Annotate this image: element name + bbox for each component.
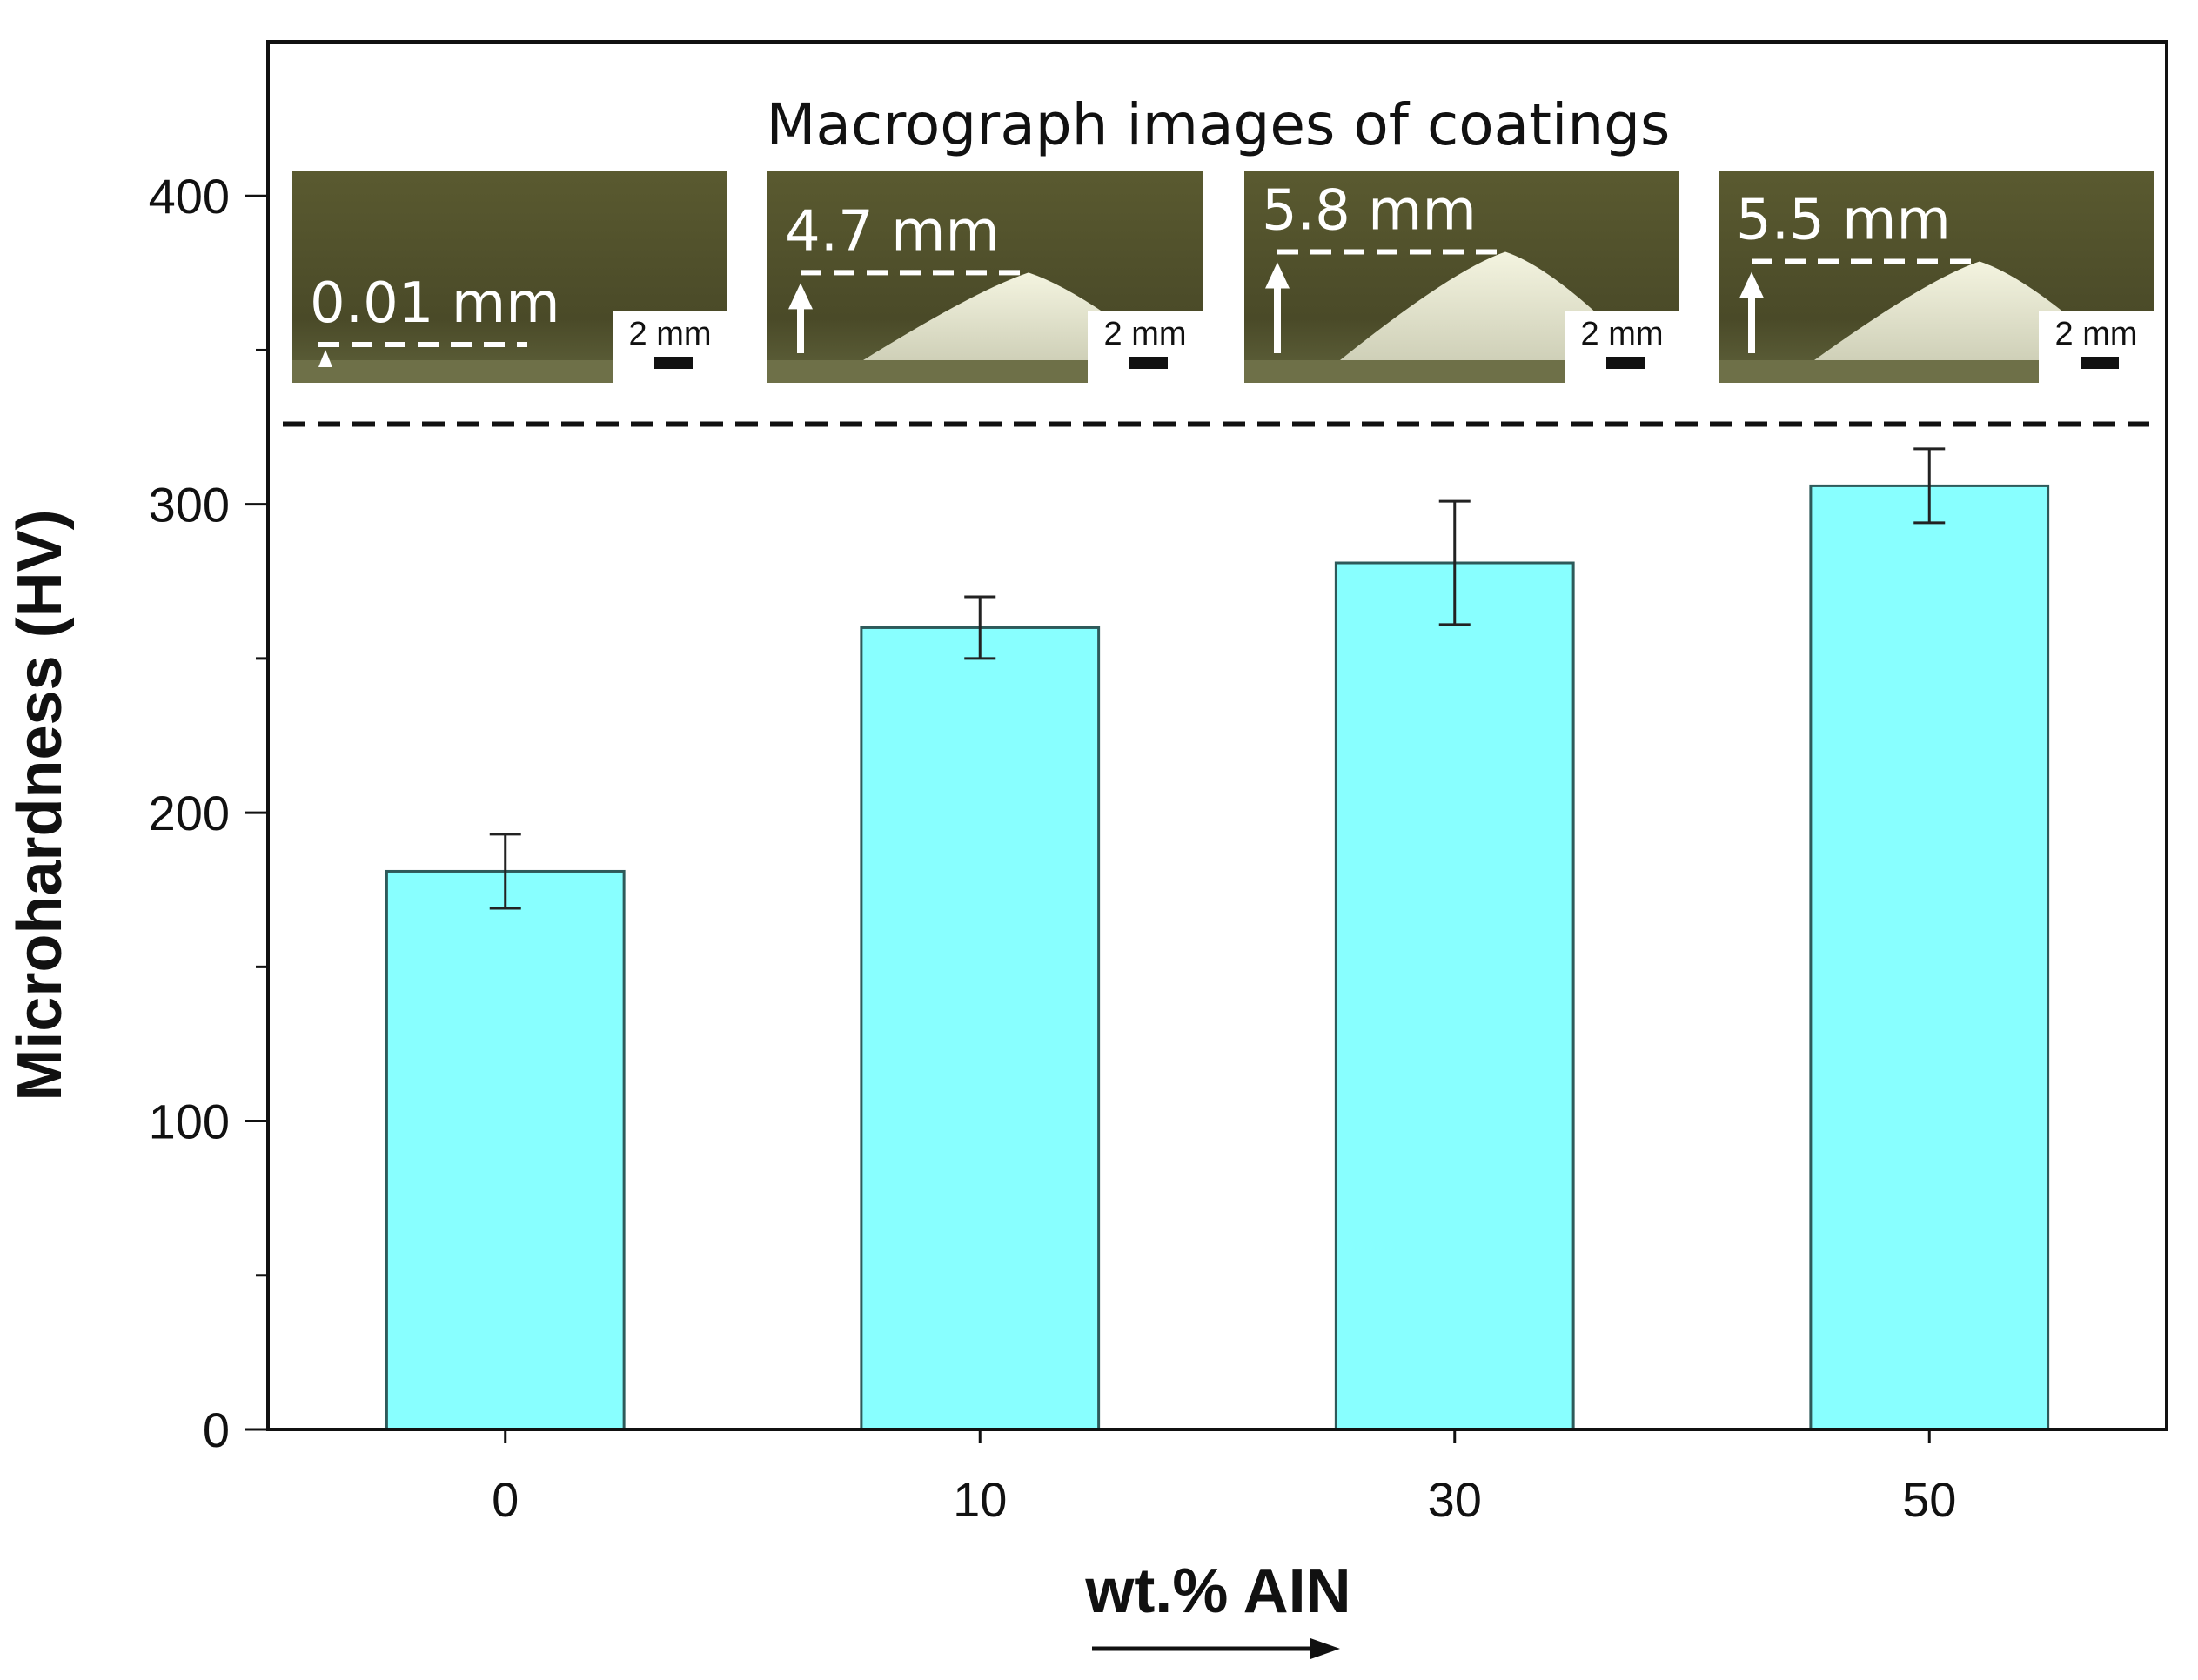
bar-0 xyxy=(385,869,626,1431)
x-tick-label-0: 0 xyxy=(492,1472,519,1527)
error-bar-50 xyxy=(1913,447,1946,525)
x-tick-label-50: 50 xyxy=(1902,1472,1956,1527)
scale-bar-label: 2 mm xyxy=(2055,316,2138,352)
error-bar-0 xyxy=(489,833,521,910)
macrograph-images: 0.01 mm 2 mm 4.7 mm 2 mm 5.8 mm 2 mm 5.5 mm 2 m… xyxy=(292,171,2154,383)
y-axis-ticks: 0 100 200 300 400 xyxy=(149,169,268,1457)
plot-frame xyxy=(266,40,2168,1431)
error-bar-10 xyxy=(964,595,996,660)
coating-height-label: 5.5 mm xyxy=(1736,189,1951,253)
x-tick-label-30: 30 xyxy=(1428,1472,1482,1527)
scale-bar-label: 2 mm xyxy=(1581,316,1664,352)
bar-50 xyxy=(1809,484,2050,1431)
y-axis-label: Microhardness (HV) xyxy=(5,509,75,1101)
scale-bar xyxy=(2081,357,2119,369)
macrograph-image-3: 5.8 mm 2 mm xyxy=(1244,171,1679,383)
coating-height-label: 4.7 mm xyxy=(785,199,1000,264)
scale-bar-box xyxy=(613,311,727,383)
y-tick-label-400: 400 xyxy=(149,169,230,224)
x-tick-label-10: 10 xyxy=(953,1472,1007,1527)
scale-bar-box xyxy=(1565,311,1679,383)
height-arrow xyxy=(318,350,332,367)
coating-height-label: 0.01 mm xyxy=(310,271,560,336)
x-axis-ticks: 0 10 30 50 xyxy=(492,1429,1956,1527)
scale-bar-box xyxy=(1088,311,1203,383)
x-axis-label: wt.% AIN xyxy=(1084,1556,1350,1626)
bars-layer xyxy=(385,484,2050,1431)
macrograph-image-1: 0.01 mm 2 mm xyxy=(292,171,727,383)
scale-bar-label: 2 mm xyxy=(1104,316,1187,352)
inset-title: Macrograph images of coatings xyxy=(767,91,1671,158)
error-bar-30 xyxy=(1438,499,1471,626)
scale-bar xyxy=(654,357,693,369)
scale-bar-box xyxy=(2039,311,2154,383)
x-direction-arrow xyxy=(1092,1638,1340,1659)
bar-30 xyxy=(1334,561,1575,1431)
y-tick-label-200: 200 xyxy=(149,786,230,840)
y-tick-label-300: 300 xyxy=(149,478,230,532)
scale-bar xyxy=(1129,357,1168,369)
macrograph-image-4: 5.5 mm 2 mm xyxy=(1719,171,2154,383)
macrograph-image-2: 4.7 mm 2 mm xyxy=(767,171,1203,383)
y-tick-label-0: 0 xyxy=(203,1402,230,1457)
error-bars-layer xyxy=(489,447,1946,910)
bar-10 xyxy=(860,626,1101,1431)
y-tick-label-100: 100 xyxy=(149,1094,230,1149)
scale-bar-label: 2 mm xyxy=(629,316,712,352)
coating-height-label: 5.8 mm xyxy=(1262,179,1477,244)
scale-bar xyxy=(1606,357,1645,369)
